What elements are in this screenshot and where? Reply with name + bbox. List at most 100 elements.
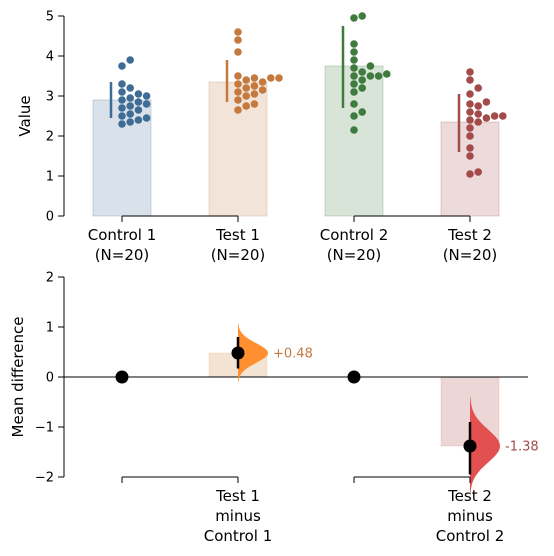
data-point: [466, 170, 474, 178]
data-point: [466, 108, 474, 116]
data-point: [350, 14, 358, 22]
data-point: [118, 96, 126, 104]
data-point: [118, 104, 126, 112]
y-axis-label: Value: [16, 95, 34, 136]
data-point: [234, 106, 242, 114]
difference-points: [115, 337, 477, 475]
data-point: [383, 70, 391, 78]
y-tick-label: −2: [35, 471, 54, 486]
data-point: [242, 102, 250, 110]
data-point: [267, 74, 275, 82]
data-point: [474, 118, 483, 126]
y-tick-label: −1: [35, 421, 54, 436]
mean-difference-label: -1.38: [505, 440, 539, 455]
y-tick-label: 5: [46, 10, 54, 25]
raw-data-swarm: [118, 12, 507, 178]
data-point: [358, 68, 367, 76]
data-point: [474, 168, 483, 176]
data-point: [466, 68, 474, 76]
data-point: [350, 80, 358, 88]
x-group-brackets: [121, 215, 471, 222]
x-tick-label: minus: [447, 507, 493, 525]
data-point: [350, 40, 358, 48]
mean-difference-point: [463, 439, 477, 453]
data-point: [126, 84, 134, 92]
x-tick-label: (N=20): [211, 246, 266, 264]
mean-difference-panel: Mean difference −2 −1 0 1 2 Test 1 minus Contr…: [9, 271, 539, 546]
x-tick-label: Test 1: [215, 226, 260, 244]
data-point: [234, 88, 242, 96]
data-point: [250, 90, 259, 98]
x-tick-label: Test 2: [447, 226, 492, 244]
data-point: [466, 100, 474, 108]
raw-sd-lines: [109, 26, 461, 152]
y-tick-label: 3: [46, 90, 54, 105]
data-point: [142, 114, 151, 122]
data-point: [350, 112, 358, 120]
data-point: [118, 112, 126, 120]
x-tick-label: (N=20): [443, 246, 498, 264]
y-tick-label: 2: [46, 271, 54, 286]
data-point: [118, 80, 126, 88]
data-point: [466, 152, 474, 160]
reference-point: [115, 370, 129, 384]
data-point: [126, 118, 134, 126]
data-point: [126, 102, 134, 110]
bootstrap-distribution: [238, 323, 268, 383]
data-point: [134, 90, 143, 98]
data-point: [134, 106, 143, 114]
x-tick-label: Control 1: [204, 527, 273, 545]
data-point: [474, 110, 483, 118]
data-point: [350, 48, 358, 56]
data-point: [234, 96, 242, 104]
data-point: [499, 112, 507, 120]
data-point: [466, 76, 474, 84]
x-tick-labels: Control 1 (N=20) Test 1 (N=20) Control 2 (N=2…: [88, 226, 498, 264]
x-tick-label: Test 2: [447, 487, 492, 505]
y-tick-label: 2: [46, 130, 54, 145]
data-point: [358, 76, 367, 84]
data-point: [134, 98, 143, 106]
data-point: [250, 100, 259, 108]
difference-labels: +0.48 -1.38: [273, 347, 539, 455]
y-tick-label: 4: [46, 50, 54, 65]
y-axis-label: Mean difference: [9, 317, 27, 438]
x-tick-label: Control 2: [320, 226, 389, 244]
y-tick-label: 0: [46, 371, 54, 386]
bootstrap-distributions: [238, 323, 500, 496]
x-tick-label: Control 1: [88, 226, 157, 244]
data-point: [126, 110, 134, 118]
mean-difference-point: [231, 346, 245, 360]
data-point: [234, 36, 242, 44]
bootstrap-distribution: [470, 396, 500, 496]
data-point: [350, 126, 358, 134]
data-point: [366, 62, 375, 70]
data-point: [242, 76, 250, 84]
mean-difference-label: +0.48: [273, 347, 313, 362]
data-point: [466, 90, 474, 98]
mean-difference-axes: Mean difference −2 −1 0 1 2 Test 1 minus Contr…: [9, 271, 504, 546]
data-point: [350, 88, 358, 96]
data-point: [258, 78, 267, 86]
data-point: [258, 86, 267, 94]
data-point: [250, 82, 259, 90]
data-point: [358, 12, 367, 20]
difference-bars: [208, 352, 500, 447]
data-point: [126, 56, 134, 64]
x-comparison-brackets: [121, 476, 471, 483]
x-tick-label: Control 2: [436, 527, 505, 545]
x-tick-label: minus: [215, 507, 261, 525]
y-ticks: −2 −1 0 1 2: [35, 271, 64, 486]
data-point: [142, 100, 151, 108]
y-tick-label: 0: [46, 210, 54, 225]
data-point: [350, 100, 358, 108]
data-point: [234, 80, 242, 88]
reference-point: [347, 370, 361, 384]
data-point: [466, 116, 474, 124]
data-point: [466, 132, 474, 140]
x-tick-labels: Test 1 minus Control 1 Test 2 minus Control 2: [204, 487, 505, 545]
data-point: [142, 92, 151, 100]
data-point: [474, 102, 483, 110]
data-point: [490, 112, 499, 120]
x-tick-label: Test 1: [215, 487, 260, 505]
